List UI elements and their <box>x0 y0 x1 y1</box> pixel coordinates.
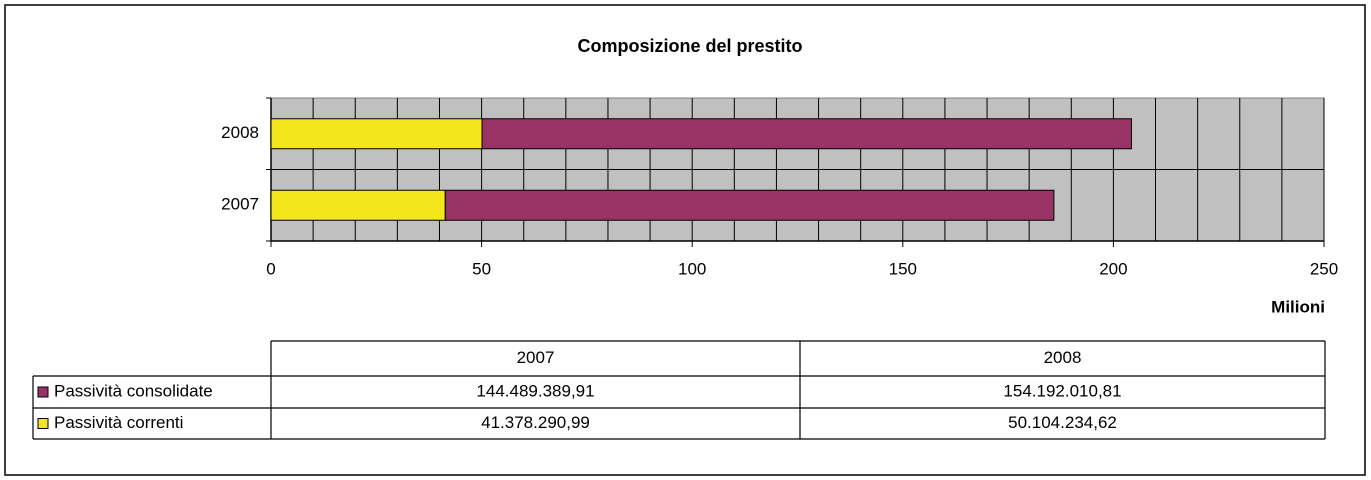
x-tick-label: 150 <box>889 259 917 278</box>
y-tick-label: 2008 <box>221 123 259 142</box>
y-tick-label: 2007 <box>221 195 259 214</box>
table-header: 2008 <box>1044 348 1082 367</box>
x-tick-label: 50 <box>472 259 491 278</box>
x-tick-label: 250 <box>1310 259 1338 278</box>
legend-label: Passività correnti <box>54 413 183 432</box>
legend-swatch <box>37 418 49 429</box>
table-header: 2007 <box>517 348 555 367</box>
bar-segment <box>270 118 483 150</box>
table-cell: 50.104.234,62 <box>1008 413 1117 432</box>
legend-swatch <box>37 386 49 398</box>
x-tick-label: 0 <box>266 259 275 278</box>
table-cell: 144.489.389,91 <box>476 381 594 400</box>
legend-label: Passività consolidate <box>54 381 213 400</box>
bar-segment <box>444 189 1055 221</box>
bar-segment <box>270 189 446 221</box>
x-axis-label: Milioni <box>1271 297 1325 316</box>
x-tick-label: 100 <box>678 259 706 278</box>
x-tick-label: 200 <box>1099 259 1127 278</box>
table-cell: 41.378.290,99 <box>481 413 590 432</box>
bar-segment <box>481 118 1132 150</box>
table-cell: 154.192.010,81 <box>1003 381 1121 400</box>
chart-title: Composizione del prestito <box>577 36 802 56</box>
